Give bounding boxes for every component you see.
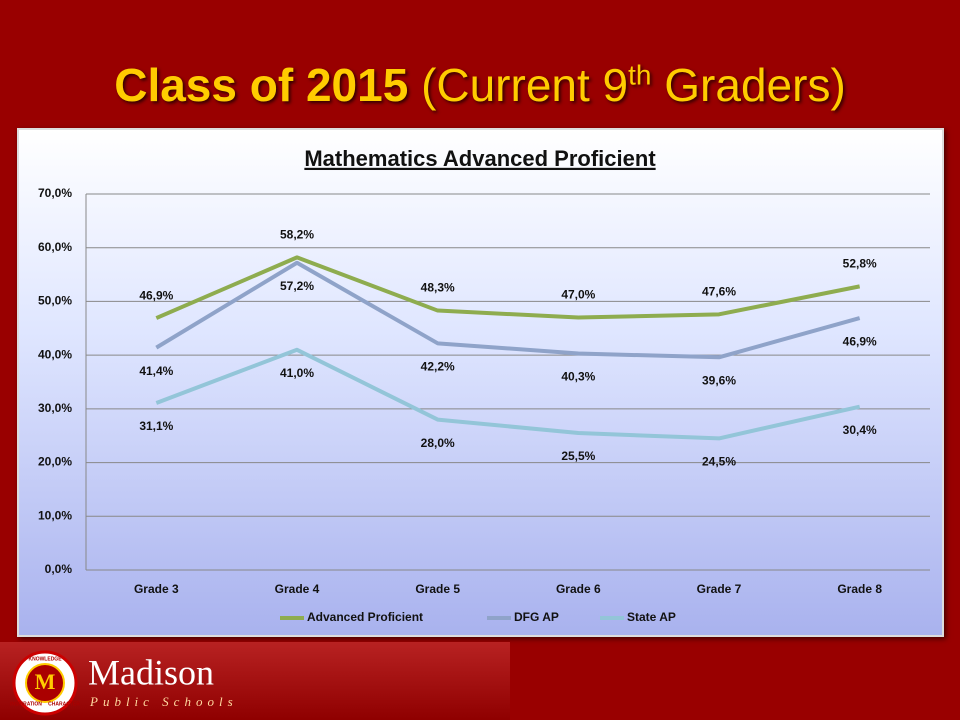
title-main: (Current 9 (421, 59, 629, 111)
logo-name: Madison (88, 652, 214, 692)
x-tick-label: Grade 6 (556, 582, 601, 596)
title-end: Graders) (651, 59, 846, 111)
value-label: 24,5% (702, 455, 736, 469)
logo: M KNOWLEDGE CHARACTER INSPIRATION Madiso… (10, 650, 238, 716)
x-tick-label: Grade 5 (415, 582, 460, 596)
y-tick-label: 30,0% (38, 401, 72, 415)
x-tick-label: Grade 4 (275, 582, 320, 596)
x-tick-label: Grade 8 (837, 582, 882, 596)
logo-strip (0, 642, 510, 720)
y-tick-label: 40,0% (38, 347, 72, 361)
chart-panel (17, 128, 944, 637)
series-line (155, 260, 861, 360)
chart-title: Mathematics Advanced Proficient (304, 146, 656, 171)
title-sup: th (628, 59, 652, 91)
legend-label: Advanced Proficient (307, 610, 423, 624)
value-label: 47,0% (561, 288, 595, 302)
logo-tagline: Public Schools (89, 694, 238, 709)
y-tick-label: 20,0% (38, 455, 72, 469)
series-line (155, 347, 861, 441)
value-label: 42,2% (421, 359, 455, 373)
ring-word: KNOWLEDGE (28, 656, 62, 662)
value-label: 41,0% (280, 366, 314, 380)
x-tick-label: Grade 7 (697, 582, 742, 596)
legend-label: State AP (627, 610, 676, 624)
value-label: 47,6% (702, 284, 736, 298)
value-label: 57,2% (280, 279, 314, 293)
x-tick-label: Grade 3 (134, 582, 179, 596)
value-label: 48,3% (421, 281, 455, 295)
y-tick-label: 50,0% (38, 294, 72, 308)
y-tick-label: 70,0% (38, 186, 72, 200)
slide-title: Class of 2015 (Current 9th Graders) (0, 58, 960, 112)
value-label: 52,8% (843, 257, 877, 271)
value-label: 25,5% (561, 449, 595, 463)
title-bold: Class of 2015 (114, 59, 409, 111)
y-tick-label: 60,0% (38, 240, 72, 254)
y-tick-label: 10,0% (38, 508, 72, 522)
value-label: 39,6% (702, 373, 736, 387)
value-label: 41,4% (139, 364, 173, 378)
value-label: 40,3% (561, 370, 595, 384)
series-line (155, 255, 861, 320)
value-label: 46,9% (139, 288, 173, 302)
ring-word: CHARACTER (48, 701, 80, 707)
emblem-core (25, 663, 65, 703)
value-label: 58,2% (280, 228, 314, 242)
value-label: 46,9% (843, 334, 877, 348)
y-tick-label: 0,0% (45, 562, 73, 576)
legend-label: DFG AP (514, 610, 559, 624)
emblem-letter: M (35, 669, 56, 694)
value-label: 31,1% (139, 419, 173, 433)
value-label: 30,4% (843, 423, 877, 437)
value-label: 28,0% (421, 436, 455, 450)
ring-word: INSPIRATION (10, 701, 42, 707)
